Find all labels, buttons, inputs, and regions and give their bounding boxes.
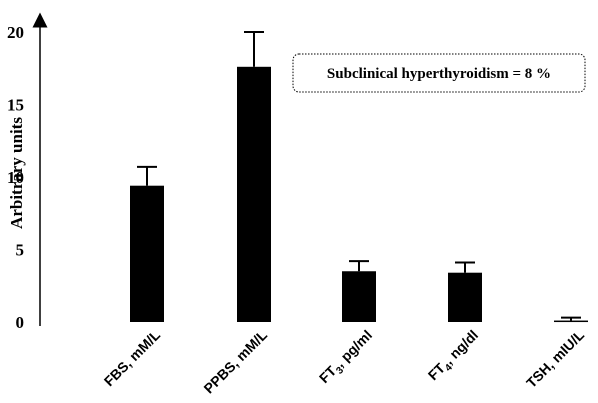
x-tick-label-main: FT <box>316 362 340 386</box>
y-tick-label: 10 <box>7 168 24 187</box>
x-tick-label: FT4, ng/dl <box>425 327 484 386</box>
annotation-text: Subclinical hyperthyroidism = 8 % <box>327 66 551 82</box>
x-tick-label-main: FT <box>425 360 449 384</box>
bar <box>554 320 588 323</box>
x-tick-label: TSH, mIU/L <box>523 326 587 390</box>
bar <box>448 272 482 322</box>
annotation-border <box>292 53 586 93</box>
y-axis-title: Arbitrary units <box>7 117 26 229</box>
y-ticks: 0 5 10 15 20 <box>7 23 24 332</box>
x-tick-label: FBS, mM/L <box>101 326 164 389</box>
bars <box>130 31 588 323</box>
x-tick-label-main: FBS, mM/L <box>101 326 164 389</box>
x-tick-label-unit: , pg/ml <box>332 327 375 370</box>
bar <box>237 66 271 322</box>
x-tick-label: PPBS, mM/L <box>200 327 270 397</box>
x-tick-label-main: PPBS, mM/L <box>200 327 270 397</box>
bar <box>130 185 164 322</box>
x-labels: FBS, mM/L PPBS, mM/L FT3, pg/ml FT4, ng/dl T… <box>101 326 588 396</box>
y-tick-label: 20 <box>7 23 24 42</box>
y-tick-label: 0 <box>16 313 25 332</box>
y-tick-label: 5 <box>16 241 25 260</box>
x-tick-label-unit: , ng/dl <box>441 327 481 367</box>
x-tick-label-main: TSH, mIU/L <box>523 326 587 390</box>
x-tick-label: FT3, pg/ml <box>316 327 378 389</box>
y-tick-label: 15 <box>7 96 24 115</box>
bar <box>342 271 376 322</box>
annotation-box: Subclinical hyperthyroidism = 8 % <box>292 53 586 93</box>
